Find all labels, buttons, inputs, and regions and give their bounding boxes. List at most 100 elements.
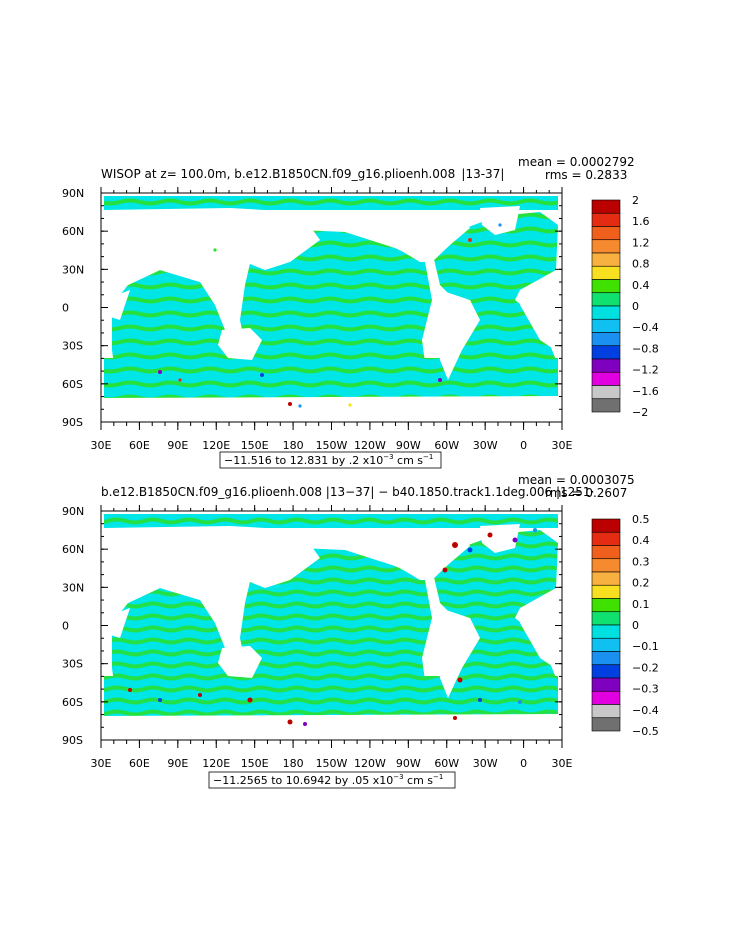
noise-speckles <box>158 223 502 408</box>
colorbar-label: 0 <box>632 300 639 313</box>
lon-tick-label: 180 <box>283 757 304 770</box>
colorbar: 2 1.6 1.2 0.8 0.4 0 −0.4 −0.8 −1.2 −1.6 −2 <box>591 194 659 419</box>
lat-labels: 90N 60N 30N 0 30S 60S 90S <box>62 505 84 747</box>
lon-tick-label: 60W <box>434 757 459 770</box>
lon-labels: 30E 60E 90E 120E 150E 180 150W 120W 90W 60W 30W 0 30… <box>91 439 573 452</box>
panel-title: WISOP at z= 100.0m, b.e12.B1850CN.f09_g1… <box>101 167 504 181</box>
colorbar-swatch <box>591 637 621 652</box>
range-unit-exp: −1 <box>433 773 443 781</box>
lon-tick-label: 60E <box>129 439 150 452</box>
lon-tick-label: 180 <box>283 439 304 452</box>
panel-bottom: b.e12.B1850CN.f09_g16.plioenh.008 |13−37… <box>62 473 659 789</box>
colorbar-swatch <box>591 305 621 320</box>
lat-tick-label: 0 <box>62 620 69 633</box>
colorbar-swatch <box>591 611 621 626</box>
lon-tick-label: 30W <box>473 757 498 770</box>
colorbar-swatch <box>591 584 621 599</box>
lat-tick-label: 30S <box>62 658 83 671</box>
colorbar-swatch <box>591 358 621 373</box>
colorbar-label: 0.4 <box>632 534 650 547</box>
colorbar-label: 0.1 <box>632 598 650 611</box>
panel-top: WISOP at z= 100.0m, b.e12.B1850CN.f09_g1… <box>62 155 659 469</box>
colorbar-label: −0.5 <box>632 725 659 738</box>
lon-tick-label: 90E <box>167 439 188 452</box>
colorbar-label: 0.5 <box>632 513 650 526</box>
lon-tick-label: 90E <box>167 757 188 770</box>
range-unit-exp: −1 <box>423 453 433 461</box>
lon-tick-label: 90W <box>396 757 421 770</box>
colorbar-swatch <box>591 332 621 347</box>
ocean-field <box>104 514 558 716</box>
colorbar-swatch <box>591 704 621 719</box>
colorbar-swatch <box>591 318 621 333</box>
colorbar-swatch <box>591 252 621 267</box>
colorbar-label: 0.2 <box>632 577 650 590</box>
lon-tick-label: 120W <box>354 439 386 452</box>
land-masks <box>104 524 560 740</box>
colorbar-label: −0.2 <box>632 661 659 674</box>
lat-tick-label: 60N <box>62 543 84 556</box>
svg-text:−11.2565 to 10.6942 by .05 x10: −11.2565 to 10.6942 by .05 x10−3 cm s−1 <box>213 773 443 787</box>
range-unit: cm s <box>394 454 424 467</box>
lon-tick-label: 150E <box>241 439 269 452</box>
lat-tick-label: 30N <box>62 581 84 594</box>
lat-tick-label: 90S <box>62 416 83 429</box>
range-text: −11.2565 to 10.6942 by .05 x10 <box>213 774 393 787</box>
colorbar-swatch <box>591 226 621 241</box>
colorbar-swatch <box>591 677 621 692</box>
colorbar-swatch <box>591 690 621 705</box>
colorbar-label: 0.4 <box>632 279 650 292</box>
lon-tick-label: 150W <box>316 439 348 452</box>
colorbar-swatch <box>591 518 621 533</box>
colorbar-label: 0.8 <box>632 258 650 271</box>
lon-tick-label: 60W <box>434 439 459 452</box>
colorbar-swatch <box>591 279 621 294</box>
range-exp: −3 <box>393 773 403 781</box>
colorbar-label: −0.1 <box>632 640 659 653</box>
colorbar-label: 0.3 <box>632 555 650 568</box>
range-text: −11.516 to 12.831 by .2 x10 <box>224 454 383 467</box>
colorbar-swatch <box>591 212 621 227</box>
colorbar-swatch <box>591 545 621 560</box>
colorbar-label: 1.6 <box>632 215 650 228</box>
noise-speckles <box>128 528 537 726</box>
lon-tick-label: 30E <box>91 757 112 770</box>
lon-tick-label: 30E <box>552 439 573 452</box>
lon-tick-label: 90W <box>396 439 421 452</box>
lon-tick-label: 120W <box>354 757 386 770</box>
range-box: −11.2565 to 10.6942 by .05 x10−3 cm s−1 <box>208 771 456 789</box>
lat-labels: 90N 60N 30N 0 30S 60S 90S <box>62 187 84 429</box>
colorbar-swatch <box>591 531 621 546</box>
lon-tick-label: 0 <box>520 757 527 770</box>
colorbar-swatch <box>591 558 621 573</box>
lon-tick-label: 0 <box>520 439 527 452</box>
colorbar-label: −2 <box>632 406 648 419</box>
lon-tick-label: 30W <box>473 439 498 452</box>
lat-tick-label: 90N <box>62 505 84 518</box>
colorbar-label: −0.3 <box>632 683 659 696</box>
lat-tick-label: 90N <box>62 187 84 200</box>
lon-tick-label: 120E <box>202 439 230 452</box>
colorbar-swatch <box>591 398 621 413</box>
lat-tick-label: 30N <box>62 263 84 276</box>
lon-tick-label: 150E <box>241 757 269 770</box>
rms-label: rms = 0.2833 <box>545 168 627 182</box>
lat-tick-label: 60N <box>62 225 84 238</box>
axis-ticks <box>100 187 563 430</box>
colorbar-swatch <box>591 571 621 586</box>
colorbar: 0.5 0.4 0.3 0.2 0.1 0 −0.1 −0.2 −0.3 −0.4 −0.5 <box>591 513 659 738</box>
land-masks <box>104 206 560 422</box>
colorbar-swatch <box>591 598 621 613</box>
colorbar-label: −0.8 <box>632 342 659 355</box>
lat-tick-label: 30S <box>62 340 83 353</box>
lat-tick-label: 60S <box>62 696 83 709</box>
lon-labels: 30E 60E 90E 120E 150E 180 150W 120W 90W 60W 30W 0 30… <box>91 757 573 770</box>
colorbar-label: 1.2 <box>632 236 650 249</box>
mean-label: mean = 0.0002792 <box>518 155 635 169</box>
rms-label: rms = 0.2607 <box>545 486 627 500</box>
colorbar-swatch <box>591 345 621 360</box>
colorbar-swatch <box>591 292 621 307</box>
axis-ticks <box>100 505 563 748</box>
lon-tick-label: 30E <box>552 757 573 770</box>
